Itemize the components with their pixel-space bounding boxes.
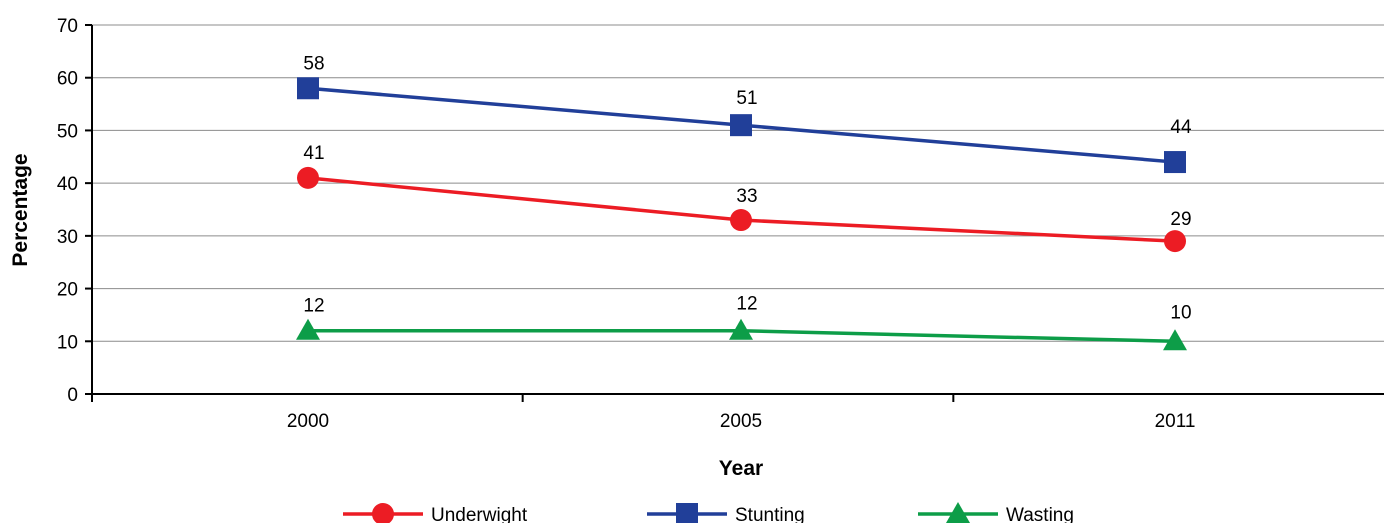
data-labels: 41 33 29 58 51 44 12 12 10 (303, 53, 1192, 323)
legend-item-underwight: Underwight (343, 503, 528, 523)
x-tick-label: 2011 (1155, 411, 1196, 432)
legend-item-wasting: Wasting (918, 502, 1074, 523)
x-tick-label: 2005 (720, 411, 762, 432)
wasting-data-label: 12 (736, 294, 757, 315)
underwight-data-label: 33 (736, 186, 757, 207)
legend-item-stunting: Stunting (647, 503, 805, 523)
series-lines (296, 77, 1187, 351)
y-tick-label: 30 (57, 227, 78, 248)
y-tick-label: 20 (57, 280, 78, 301)
legend: Underwight Stunting Wasting (343, 502, 1074, 523)
wasting-data-label: 10 (1170, 302, 1191, 323)
legend-marker (372, 503, 394, 523)
y-tick-label: 70 (57, 16, 78, 37)
stunting-point (1164, 151, 1186, 174)
y-tick-label: 50 (57, 121, 78, 142)
wasting-data-label: 12 (303, 296, 324, 317)
underwight-point (297, 166, 319, 189)
legend-marker (676, 503, 698, 523)
y-tick-label: 10 (57, 332, 78, 353)
y-tick-label: 0 (67, 385, 78, 406)
stunting-point (730, 114, 752, 137)
underwight-data-label: 29 (1170, 209, 1191, 230)
legend-label: Underwight (431, 505, 528, 523)
y-tick-label: 40 (57, 174, 78, 195)
stunting-data-label: 44 (1170, 117, 1192, 138)
y-axis-title: Percentage (9, 153, 32, 266)
underwight-data-label: 41 (303, 143, 324, 164)
axes: 0 10 20 30 40 50 60 70 2000 2005 2011 (57, 16, 1384, 432)
wasting-point (729, 318, 753, 340)
y-tick-label: 60 (57, 69, 78, 90)
legend-marker (946, 502, 970, 523)
stunting-data-label: 58 (303, 53, 324, 74)
wasting-point (296, 318, 320, 340)
x-axis-title: Year (719, 457, 763, 480)
wasting-point (1163, 329, 1187, 351)
stunting-data-label: 51 (736, 88, 757, 109)
x-tick-label: 2000 (287, 411, 329, 432)
underwight-point (730, 209, 752, 232)
legend-label: Wasting (1006, 505, 1074, 523)
underwight-point (1164, 230, 1186, 253)
legend-label: Stunting (735, 505, 805, 523)
stunting-point (297, 77, 319, 100)
